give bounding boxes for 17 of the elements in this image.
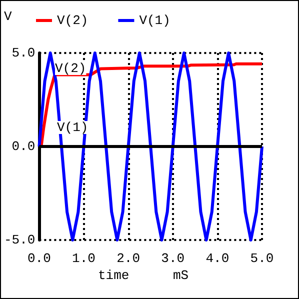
- x-tick-label: 5.0: [250, 251, 274, 266]
- annotation: V(1): [57, 120, 88, 135]
- legend-label: V(1): [139, 13, 170, 28]
- x-tick-label: 4.0: [206, 251, 230, 266]
- y-axis-title: V: [4, 9, 12, 24]
- x-tick-label: 2.0: [116, 251, 140, 266]
- x-tick-label: 1.0: [72, 251, 96, 266]
- x-tick-label: 3.0: [161, 251, 185, 266]
- x-axis-title: time: [98, 268, 130, 283]
- y-tick-label: 0.0: [12, 139, 36, 154]
- line-series: [38, 52, 264, 242]
- legend-label: V(2): [57, 13, 88, 28]
- y-tick-label: 5.0: [12, 46, 36, 60]
- x-tick-label: 0.0: [28, 251, 51, 266]
- text: mS: [173, 268, 189, 283]
- annotation: V(2): [55, 61, 86, 76]
- y-tick-label: -5.0: [4, 232, 36, 248]
